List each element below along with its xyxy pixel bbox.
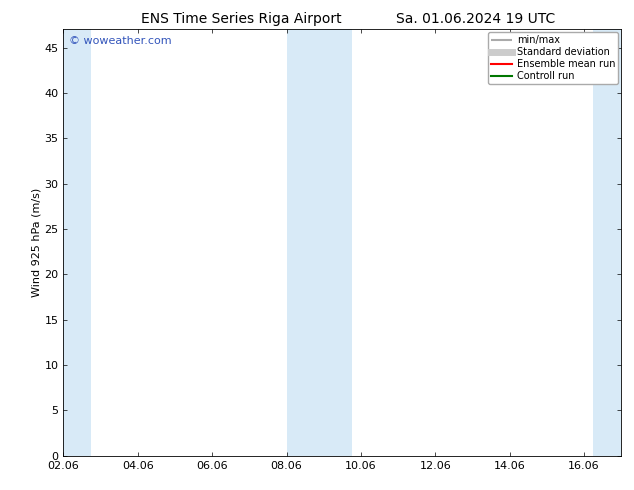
Text: © woweather.com: © woweather.com bbox=[69, 36, 172, 46]
Bar bbox=[63, 29, 91, 456]
Legend: min/max, Standard deviation, Ensemble mean run, Controll run: min/max, Standard deviation, Ensemble me… bbox=[488, 32, 618, 84]
Text: ENS Time Series Riga Airport: ENS Time Series Riga Airport bbox=[141, 12, 341, 26]
Bar bbox=[593, 29, 621, 456]
Bar bbox=[287, 29, 352, 456]
Y-axis label: Wind 925 hPa (m/s): Wind 925 hPa (m/s) bbox=[32, 188, 42, 297]
Text: Sa. 01.06.2024 19 UTC: Sa. 01.06.2024 19 UTC bbox=[396, 12, 555, 26]
